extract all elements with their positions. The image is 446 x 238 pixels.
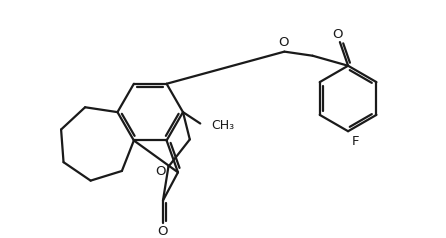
Text: O: O [332,28,343,41]
Text: O: O [278,36,289,49]
Text: F: F [352,135,359,148]
Text: O: O [155,165,166,178]
Text: CH₃: CH₃ [212,119,235,132]
Text: O: O [158,225,168,238]
